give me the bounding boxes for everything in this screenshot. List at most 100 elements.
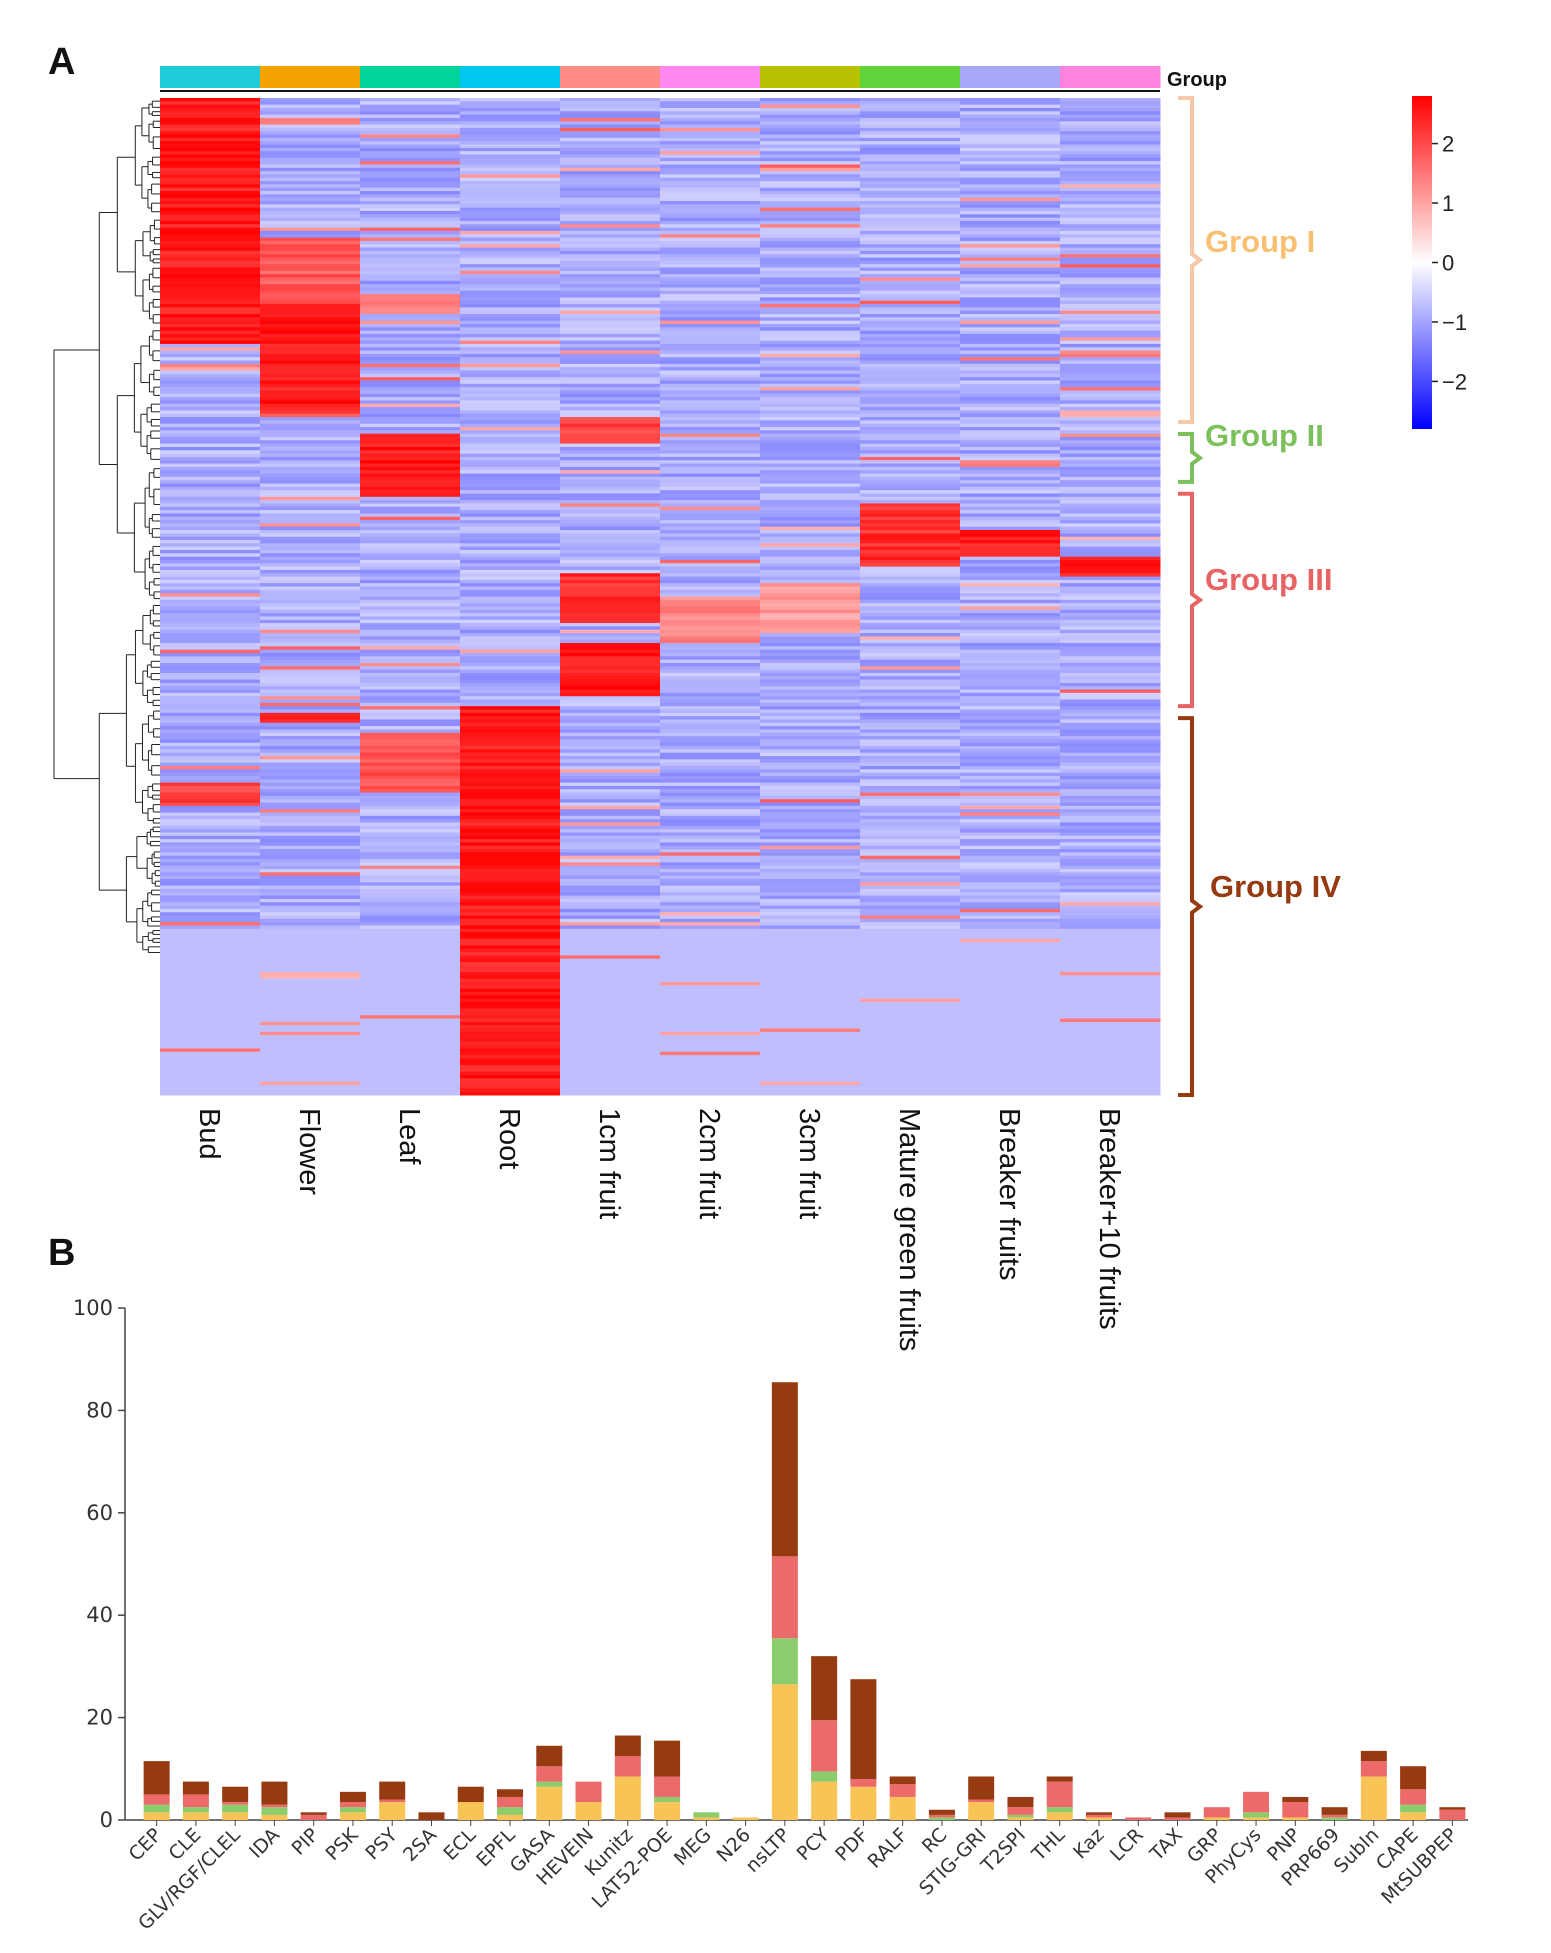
- heatmap-cell: [160, 965, 261, 970]
- heatmap-cell: [660, 716, 761, 720]
- heatmap-cell: [660, 297, 761, 302]
- heatmap-cell: [460, 849, 561, 853]
- heatmap-cell: [660, 639, 761, 644]
- heatmap-cell: [360, 397, 461, 401]
- heatmap-cell: [160, 633, 261, 637]
- heatmap-cell: [360, 267, 461, 272]
- heatmap-cell: [460, 839, 561, 843]
- heatmap-cell: [660, 1038, 761, 1043]
- heatmap-cell: [160, 530, 261, 534]
- heatmap-cell: [1060, 280, 1161, 285]
- heatmap-cell: [760, 486, 861, 491]
- heatmap-cell: [460, 304, 561, 308]
- heatmap-cell: [760, 516, 861, 521]
- heatmap-cell: [560, 214, 661, 219]
- heatmap-cell: [560, 127, 661, 132]
- heatmap-cell: [560, 540, 661, 544]
- heatmap-cell: [160, 493, 261, 498]
- heatmap-cell: [560, 250, 661, 255]
- heatmap-cell: [960, 181, 1061, 185]
- heatmap-cell: [360, 500, 461, 504]
- heatmap-cell: [1060, 626, 1161, 631]
- heatmap-cell: [460, 1088, 561, 1093]
- heatmap-cell: [960, 284, 1061, 288]
- heatmap-cell: [860, 862, 961, 867]
- heatmap-cell: [560, 805, 661, 810]
- heatmap-cell: [560, 839, 661, 843]
- heatmap-cell: [860, 948, 961, 953]
- heatmap-cell: [360, 652, 461, 657]
- category-label: LCR: [1106, 1824, 1148, 1866]
- heatmap-cell: [660, 453, 761, 458]
- heatmap-cell: [360, 423, 461, 428]
- heatmap-cell: [460, 367, 561, 372]
- heatmap-cell: [660, 689, 761, 694]
- heatmap-cell: [560, 460, 661, 465]
- heatmap-cell: [760, 430, 861, 435]
- heatmap-cell: [860, 922, 961, 927]
- heatmap-cell: [160, 666, 261, 671]
- heatmap-cell: [460, 975, 561, 980]
- heatmap-cell: [460, 254, 561, 259]
- heatmap-cell: [160, 606, 261, 611]
- heatmap-cell: [760, 181, 861, 185]
- heatmap-cell: [260, 749, 361, 754]
- heatmap-cell: [1060, 533, 1161, 538]
- heatmap-cell: [460, 353, 561, 358]
- heatmap-cell: [560, 1091, 661, 1096]
- heatmap-cell: [260, 181, 361, 185]
- heatmap-cell: [360, 393, 461, 398]
- heatmap-cell: [760, 300, 861, 305]
- heatmap-cell: [860, 1025, 961, 1030]
- heatmap-cell: [360, 420, 461, 425]
- heatmap-cell: [160, 699, 261, 704]
- heatmap-cell: [660, 613, 761, 617]
- heatmap-cell: [760, 563, 861, 568]
- heatmap-cell: [960, 815, 1061, 820]
- heatmap-cell: [760, 935, 861, 940]
- heatmap-cell: [1060, 483, 1161, 488]
- heatmap-cell: [860, 566, 961, 571]
- heatmap-cell: [560, 280, 661, 285]
- heatmap-cell: [260, 470, 361, 475]
- heatmap-cell: [860, 1075, 961, 1079]
- bar-segment: [536, 1766, 563, 1782]
- heatmap-cell: [560, 596, 661, 601]
- bar-segment: [1400, 1804, 1427, 1813]
- heatmap-cell: [860, 171, 961, 175]
- heatmap-cell: [1060, 1038, 1161, 1043]
- heatmap-cell: [1060, 995, 1161, 1000]
- annotation-swatch: [160, 66, 261, 88]
- bar-segment: [457, 1786, 484, 1803]
- heatmap-cell: [260, 932, 361, 936]
- heatmap-cell: [860, 995, 961, 1000]
- heatmap-cell: [760, 802, 861, 807]
- heatmap-cell: [560, 307, 661, 312]
- heatmap-cell: [660, 812, 761, 817]
- heatmap-cell: [1060, 141, 1161, 146]
- heatmap-cell: [760, 393, 861, 398]
- heatmap-cell: [160, 220, 261, 225]
- heatmap-cell: [760, 596, 861, 601]
- heatmap-cell: [260, 496, 361, 501]
- heatmap-cell: [960, 533, 1061, 538]
- heatmap-cell: [460, 543, 561, 548]
- heatmap-cell: [160, 407, 261, 411]
- heatmap-cell: [260, 543, 361, 548]
- heatmap-cell: [260, 789, 361, 794]
- heatmap-cell: [260, 144, 361, 149]
- heatmap-cell: [260, 869, 361, 873]
- heatmap-cell: [1060, 958, 1161, 963]
- heatmap-cell: [260, 121, 361, 126]
- heatmap-cell: [560, 353, 661, 358]
- heatmap-cell: [1060, 596, 1161, 601]
- heatmap-cell: [1060, 659, 1161, 664]
- heatmap-cell: [760, 513, 861, 518]
- heatmap-cell: [1060, 107, 1161, 112]
- heatmap-cell: [260, 736, 361, 740]
- bar-segment: [536, 1786, 563, 1820]
- heatmap-cell: [1060, 998, 1161, 1003]
- heatmap-cell: [860, 583, 961, 588]
- heatmap-cell: [460, 174, 561, 179]
- heatmap-cell: [460, 925, 561, 930]
